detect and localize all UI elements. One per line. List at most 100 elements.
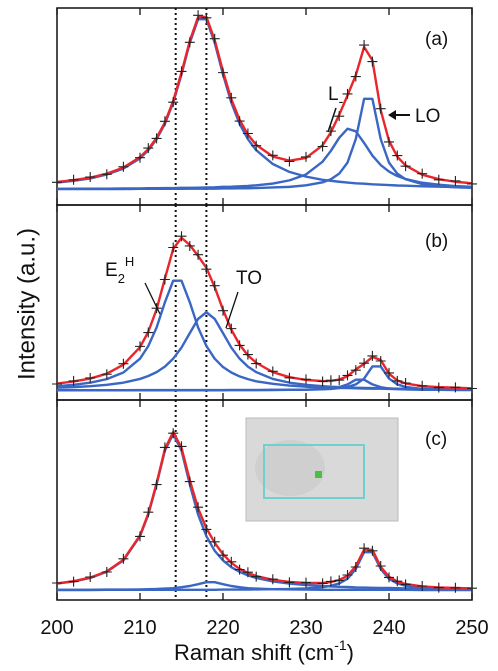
data-point	[367, 350, 378, 361]
data-point	[417, 168, 428, 179]
annotation: LO	[415, 106, 440, 127]
data-point	[234, 340, 245, 351]
data-point	[392, 375, 403, 386]
data-point	[234, 564, 245, 575]
data-point	[118, 161, 129, 172]
plot-area: 200 210 220 230 240 250	[40, 7, 489, 639]
data-point	[433, 582, 444, 593]
data-point	[184, 476, 195, 487]
data-point	[218, 67, 228, 78]
y-axis-title: Intensity (a.u.)	[13, 228, 40, 380]
data-point	[267, 150, 278, 161]
data-point	[284, 372, 295, 383]
data-point	[342, 88, 353, 99]
panel-label: (a)	[425, 29, 448, 50]
data-point	[101, 567, 112, 577]
data-point	[392, 576, 403, 587]
data-point	[201, 264, 212, 275]
data-point	[384, 572, 394, 583]
data-point	[317, 141, 328, 152]
inset-spot	[315, 471, 322, 478]
data-point	[85, 172, 96, 183]
series-line	[57, 97, 473, 191]
data-point	[433, 382, 444, 393]
data-point	[184, 37, 195, 48]
data-point	[317, 376, 328, 387]
x-tick-label: 250	[455, 617, 488, 639]
data-point	[325, 576, 336, 587]
data-point	[450, 175, 461, 186]
data-point	[118, 358, 129, 369]
data-point	[267, 574, 278, 585]
data-point	[375, 103, 386, 114]
x-tick-label: 220	[206, 617, 239, 639]
data-point	[400, 579, 411, 590]
inset-frame	[263, 444, 365, 499]
data-point	[251, 571, 262, 582]
data-point	[118, 553, 129, 564]
annotation: E2H	[105, 254, 134, 286]
data-point	[135, 531, 145, 542]
data-point	[317, 578, 328, 589]
data-point	[159, 442, 170, 453]
data-point	[151, 479, 162, 490]
data-point	[193, 10, 204, 21]
x-tick-label: 200	[40, 617, 73, 639]
data-point	[226, 556, 237, 567]
annotation-text: E	[105, 260, 118, 281]
data-point	[301, 151, 311, 162]
inset-shade	[255, 440, 325, 496]
series-line	[56, 236, 473, 390]
annotation-sup: H	[125, 254, 134, 269]
data-point	[242, 349, 253, 360]
data-point	[342, 570, 353, 580]
annotation-pointer	[327, 107, 337, 133]
data-point	[176, 66, 187, 77]
data-point	[143, 143, 154, 154]
data-point	[359, 40, 370, 51]
x-tick-label: 240	[372, 617, 405, 639]
data-point	[450, 382, 461, 393]
data-point	[334, 575, 345, 586]
data-point	[168, 428, 179, 439]
x-axis-title-text: Raman shift (cm	[174, 640, 334, 665]
data-point	[350, 365, 361, 376]
data-point	[143, 507, 154, 518]
data-point	[467, 583, 477, 594]
data-point	[251, 140, 262, 151]
series-line	[57, 365, 473, 392]
data-point	[359, 543, 370, 554]
data-point	[467, 178, 477, 189]
data-point	[85, 372, 96, 383]
data-point	[68, 174, 79, 185]
data-point	[251, 358, 262, 369]
data-point	[151, 133, 162, 144]
data-point	[52, 177, 62, 188]
data-point	[450, 582, 461, 593]
data-point	[400, 378, 411, 389]
annotation-pointer	[144, 282, 161, 315]
data-point	[359, 358, 370, 369]
data-point	[367, 56, 378, 67]
data-point	[143, 327, 154, 338]
data-point	[342, 370, 353, 381]
annotation: L-	[328, 84, 344, 109]
data-point	[85, 572, 96, 582]
series-line	[56, 15, 473, 185]
data-point	[400, 161, 411, 172]
data-point	[367, 545, 378, 556]
data-point	[209, 33, 220, 44]
x-tick-label: 230	[289, 617, 322, 639]
data-point	[417, 581, 428, 591]
data-point	[176, 441, 187, 452]
data-point	[392, 150, 403, 161]
data-point	[334, 111, 345, 122]
x-tick-label: 210	[123, 617, 156, 639]
data-point	[159, 274, 170, 285]
data-point	[201, 12, 212, 23]
data-point	[350, 71, 361, 82]
data-point	[350, 562, 361, 572]
data-point	[234, 116, 245, 127]
annotation-pointer	[225, 291, 239, 329]
